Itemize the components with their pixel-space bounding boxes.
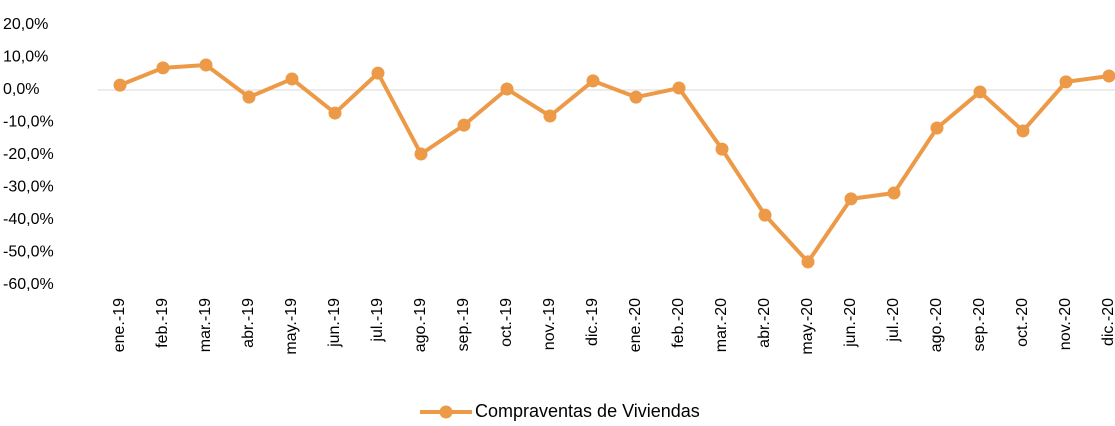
marker <box>844 192 858 206</box>
x-tick-label: ene.-20 <box>627 298 644 352</box>
x-tick-label: abr.-19 <box>240 298 257 348</box>
y-tick-label: 20,0% <box>3 16 48 33</box>
x-tick-label: jul.-19 <box>369 298 386 343</box>
y-tick-label: -30,0% <box>3 179 54 196</box>
y-tick-label: 10,0% <box>3 49 48 66</box>
x-tick-label: mar.-19 <box>197 298 214 352</box>
marker <box>758 208 772 222</box>
x-tick-label: sep.-20 <box>971 298 988 351</box>
x-tick-label: ene.-19 <box>111 298 128 352</box>
marker <box>672 81 686 95</box>
marker <box>242 90 256 104</box>
legend-marker <box>439 405 453 419</box>
marker <box>328 106 342 120</box>
marker <box>543 109 557 123</box>
x-tick-label: mar.-20 <box>713 298 730 352</box>
marker <box>1059 75 1073 89</box>
x-tick-label: may.-19 <box>283 298 300 355</box>
line <box>119 62 1110 264</box>
marker <box>629 90 643 104</box>
x-tick-label: jul.-20 <box>885 298 902 343</box>
x-tick-label: feb.-20 <box>670 298 687 348</box>
y-tick-label: 0,0% <box>3 81 39 98</box>
x-tick-label: dic.-19 <box>584 298 601 346</box>
marker <box>414 147 428 161</box>
legend-label: Compraventas de Viviendas <box>475 401 700 421</box>
x-tick-label: jun.-20 <box>842 298 859 348</box>
x-tick-label: abr.-20 <box>756 298 773 348</box>
x-tick-label: ago.-20 <box>928 298 945 352</box>
marker <box>285 72 299 86</box>
x-tick-label: oct.-20 <box>1014 298 1031 347</box>
marker <box>887 186 901 200</box>
x-tick-label: feb.-19 <box>154 298 171 348</box>
marker <box>1016 124 1030 138</box>
marker <box>156 61 170 75</box>
marker <box>930 121 944 135</box>
marker <box>371 66 385 80</box>
marker <box>586 74 600 88</box>
marker <box>500 82 514 96</box>
marker <box>457 118 471 132</box>
marker <box>973 85 987 99</box>
x-tick-label: sep.-19 <box>455 298 472 351</box>
marker <box>715 142 729 156</box>
marker <box>113 78 127 92</box>
x-tick-label: oct.-19 <box>498 298 515 347</box>
y-tick-label: -40,0% <box>3 211 54 228</box>
y-tick-label: -20,0% <box>3 146 54 163</box>
x-tick-label: jun.-19 <box>326 298 343 348</box>
marker <box>801 255 815 269</box>
y-tick-label: -10,0% <box>3 114 54 131</box>
x-tick-label: dic.-20 <box>1100 298 1115 346</box>
marker <box>1102 69 1115 83</box>
y-tick-label: -60,0% <box>3 276 54 293</box>
y-tick-label: -50,0% <box>3 244 54 261</box>
x-tick-label: nov.-19 <box>541 298 558 350</box>
x-tick-label: nov.-20 <box>1057 298 1074 350</box>
x-tick-label: ago.-19 <box>412 298 429 352</box>
marker <box>199 58 213 72</box>
x-tick-label: may.-20 <box>799 298 816 355</box>
